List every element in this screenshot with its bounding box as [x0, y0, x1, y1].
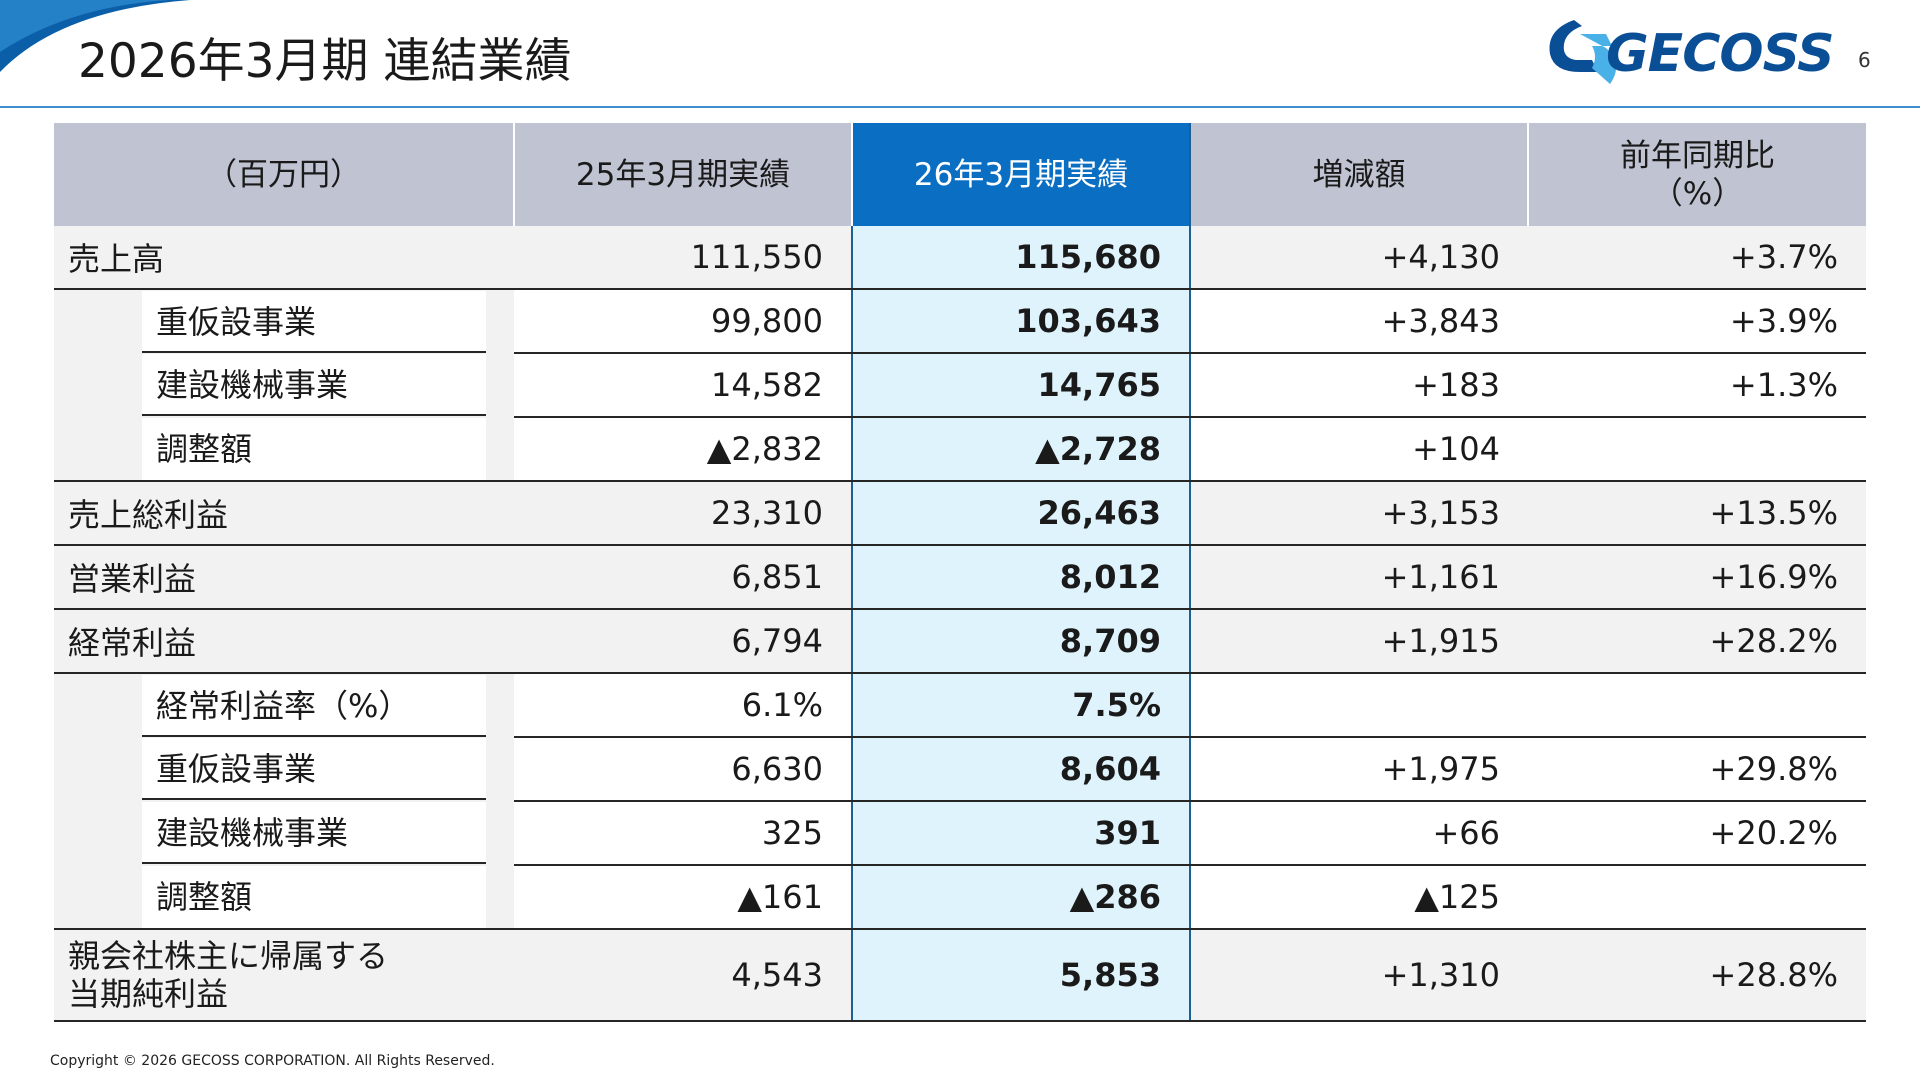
prev-value: 23,310 — [514, 481, 852, 546]
diff-value: +1,975 — [1190, 737, 1528, 802]
header-divider — [0, 106, 1920, 108]
table-row: 建設機械事業 325 391 +66 +20.2% — [54, 801, 1866, 866]
ratio-value: +3.9% — [1528, 289, 1866, 354]
header-ratio: 前年同期比 （%） — [1528, 123, 1866, 226]
header-unit: （百万円） — [54, 123, 515, 226]
diff-value: +1,310 — [1190, 929, 1528, 1022]
diff-value: +3,153 — [1190, 481, 1528, 546]
curr-value: ▲2,728 — [851, 417, 1191, 482]
row-label: 親会社株主に帰属する 当期純利益 — [54, 929, 514, 1022]
curr-value: 8,604 — [851, 737, 1191, 802]
table-row: 売上高 111,550 115,680 +4,130 +3.7% — [54, 226, 1866, 290]
table-row: 重仮設事業 6,630 8,604 +1,975 +29.8% — [54, 737, 1866, 802]
curr-value: 115,680 — [851, 226, 1191, 290]
results-table: （百万円） 25年3月期実績 26年3月期実績 増減額 前年同期比 （%） 売上… — [54, 123, 1866, 1022]
curr-value: 8,709 — [851, 609, 1191, 674]
curr-value: 391 — [851, 801, 1191, 866]
ratio-value — [1528, 673, 1866, 738]
ratio-value: +16.9% — [1528, 545, 1866, 610]
diff-value: +104 — [1190, 417, 1528, 482]
page-title: 2026年3月期 連結業績 — [78, 34, 572, 89]
ratio-value — [1528, 417, 1866, 482]
ratio-value: +20.2% — [1528, 801, 1866, 866]
diff-value: ▲125 — [1190, 865, 1528, 930]
table-row: 調整額 ▲161 ▲286 ▲125 — [54, 865, 1866, 930]
diff-value — [1190, 673, 1528, 738]
header-diff: 増減額 — [1190, 123, 1529, 226]
curr-value: 26,463 — [851, 481, 1191, 546]
ratio-value: +1.3% — [1528, 353, 1866, 418]
diff-value: +3,843 — [1190, 289, 1528, 354]
row-label: 重仮設事業 — [142, 290, 486, 353]
row-label: 建設機械事業 — [142, 354, 486, 416]
row-label: 売上高 — [54, 226, 514, 290]
row-label: 営業利益 — [54, 545, 514, 610]
row-label: 調整額 — [142, 865, 486, 928]
table-row: 売上総利益 23,310 26,463 +3,153 +13.5% — [54, 481, 1866, 546]
gecoss-logo-icon — [1549, 20, 1617, 84]
table-row: 親会社株主に帰属する 当期純利益 4,543 5,853 +1,310 +28.… — [54, 929, 1866, 1022]
logo-text: GECOSS — [1606, 24, 1835, 84]
row-label: 建設機械事業 — [142, 802, 486, 864]
prev-value: ▲2,832 — [514, 417, 852, 482]
table-row: 調整額 ▲2,832 ▲2,728 +104 — [54, 417, 1866, 482]
curr-value: 8,012 — [851, 545, 1191, 610]
row-label-line2: 当期純利益 — [68, 975, 229, 1013]
row-label: 経常利益 — [54, 609, 514, 674]
table-row: 営業利益 6,851 8,012 +1,161 +16.9% — [54, 545, 1866, 610]
header-current-year: 26年3月期実績 — [851, 123, 1191, 226]
table-row: 経常利益率（%） 6.1% 7.5% — [54, 673, 1866, 738]
copyright-text: Copyright © 2026 GECOSS CORPORATION. All… — [50, 1053, 495, 1069]
ratio-value: +13.5% — [1528, 481, 1866, 546]
prev-value: ▲161 — [514, 865, 852, 930]
diff-value: +1,915 — [1190, 609, 1528, 674]
row-label: 調整額 — [142, 417, 486, 480]
prev-value: 325 — [514, 801, 852, 866]
page-number: 6 — [1858, 48, 1871, 72]
prev-value: 99,800 — [514, 289, 852, 354]
prev-value: 6,630 — [514, 737, 852, 802]
prev-value: 111,550 — [514, 226, 852, 290]
ratio-value — [1528, 865, 1866, 930]
prev-value: 6.1% — [514, 673, 852, 738]
prev-value: 6,794 — [514, 609, 852, 674]
prev-value: 14,582 — [514, 353, 852, 418]
diff-value: +4,130 — [1190, 226, 1528, 290]
diff-value: +66 — [1190, 801, 1528, 866]
row-label: 重仮設事業 — [142, 738, 486, 800]
row-label: 売上総利益 — [54, 481, 514, 546]
header-prev-year: 25年3月期実績 — [514, 123, 853, 226]
ratio-value: +28.2% — [1528, 609, 1866, 674]
row-label: 経常利益率（%） — [142, 674, 486, 737]
ratio-value: +3.7% — [1528, 226, 1866, 290]
curr-value: 103,643 — [851, 289, 1191, 354]
corner-decoration — [0, 0, 190, 72]
prev-value: 4,543 — [514, 929, 852, 1022]
table-row: 重仮設事業 99,800 103,643 +3,843 +3.9% — [54, 289, 1866, 354]
header-ratio-line1: 前年同期比 — [1620, 137, 1775, 174]
table-row: 建設機械事業 14,582 14,765 +183 +1.3% — [54, 353, 1866, 418]
ratio-value: +28.8% — [1528, 929, 1866, 1022]
diff-value: +1,161 — [1190, 545, 1528, 610]
row-label-line1: 親会社株主に帰属する — [68, 937, 389, 975]
curr-value: 5,853 — [851, 929, 1191, 1022]
curr-value: ▲286 — [851, 865, 1191, 930]
header-ratio-line2: （%） — [1651, 175, 1744, 212]
ratio-value: +29.8% — [1528, 737, 1866, 802]
curr-value: 7.5% — [851, 673, 1191, 738]
diff-value: +183 — [1190, 353, 1528, 418]
prev-value: 6,851 — [514, 545, 852, 610]
curr-value: 14,765 — [851, 353, 1191, 418]
table-row: 経常利益 6,794 8,709 +1,915 +28.2% — [54, 609, 1866, 674]
table-header-row: （百万円） 25年3月期実績 26年3月期実績 増減額 前年同期比 （%） — [54, 123, 1866, 226]
